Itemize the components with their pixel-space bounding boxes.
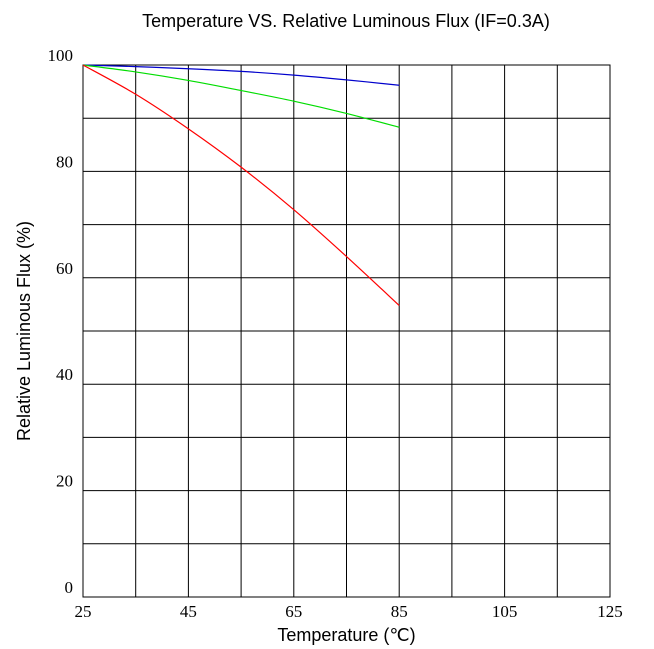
y-tick-label: 100: [48, 46, 74, 65]
x-tick-label: 85: [391, 602, 408, 621]
y-tick-label: 0: [65, 578, 74, 597]
x-tick-label: 65: [285, 602, 302, 621]
grid-lines: [83, 65, 610, 597]
x-axis-label: Temperature (℃): [277, 625, 415, 645]
series-line-3: [82, 64, 400, 306]
series-line-1: [82, 64, 400, 86]
y-tick-label: 20: [56, 472, 73, 491]
series-group: [82, 64, 400, 306]
plot-area: [82, 64, 611, 598]
x-tick-label: 45: [180, 602, 197, 621]
y-axis-label: Relative Luminous Flux (%): [14, 221, 34, 441]
y-tick-label: 40: [56, 365, 73, 384]
series-line-2: [82, 64, 400, 128]
x-tick-labels: 25 45 65 85 105 125: [75, 602, 623, 621]
y-tick-label: 60: [56, 259, 73, 278]
x-tick-label: 125: [597, 602, 623, 621]
y-tick-label: 80: [56, 152, 73, 171]
chart-title: Temperature VS. Relative Luminous Flux (…: [142, 11, 550, 31]
x-tick-label: 25: [75, 602, 92, 621]
x-tick-label: 105: [492, 602, 518, 621]
y-tick-labels: 0 20 40 60 80 100: [48, 46, 74, 597]
